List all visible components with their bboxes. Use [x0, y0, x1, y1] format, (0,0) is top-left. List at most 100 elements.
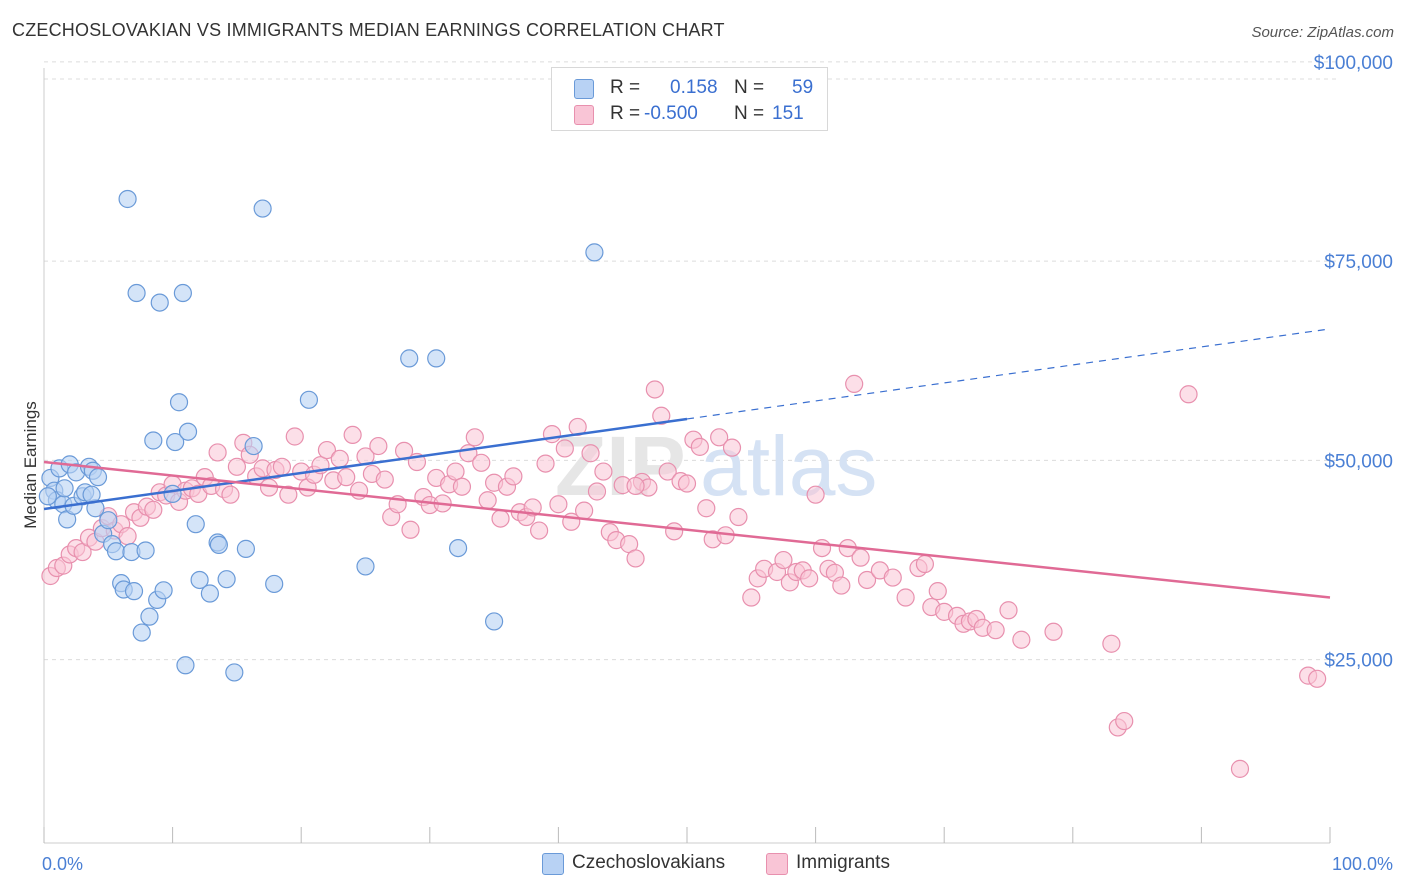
immigrants-point — [710, 428, 729, 447]
immigrants-point — [491, 509, 510, 528]
watermark: ZIP atlas — [555, 419, 877, 513]
immigrants-point — [227, 457, 246, 476]
bottom-legend-czechoslovakians: Czechoslovakians — [542, 852, 742, 878]
immigrants-point — [581, 444, 600, 463]
bottom-legend-swatch-blue — [542, 853, 564, 875]
immigrants-point — [144, 500, 163, 519]
y-tick-label: $100,000 — [1314, 53, 1393, 74]
immigrants-point — [272, 457, 292, 476]
immigrants-point — [208, 443, 227, 462]
immigrants-point — [857, 570, 877, 590]
czechoslovakians-point — [400, 349, 419, 368]
czechoslovakians-point — [166, 432, 185, 452]
immigrants-point — [677, 474, 697, 493]
watermark-atlas: atlas — [700, 419, 877, 513]
immigrants-point — [587, 482, 607, 501]
immigrants-point — [774, 550, 793, 570]
czechoslovakians-point — [163, 484, 182, 503]
czechoslovakians-point — [88, 468, 108, 487]
immigrants-point — [1179, 385, 1198, 404]
immigrants-point — [523, 498, 542, 517]
immigrants-point — [549, 495, 568, 514]
immigrants-point — [1102, 634, 1121, 653]
czechoslovakians-point — [265, 574, 284, 594]
immigrants-point — [928, 582, 947, 601]
immigrants-point — [652, 406, 671, 425]
czechoslovakians-trend-extension — [686, 328, 1331, 420]
czechoslovakians-point — [244, 436, 263, 456]
immigrants-point — [665, 522, 684, 541]
immigrants-point — [343, 425, 362, 445]
czechoslovakians-point — [150, 293, 169, 312]
immigrants-point — [1012, 630, 1031, 649]
immigrants-point — [1044, 622, 1063, 641]
gridlines — [44, 61, 1338, 661]
czechoslovakians-point — [585, 243, 604, 262]
immigrants-point — [472, 453, 491, 472]
czechoslovakians-point — [178, 422, 198, 441]
czechoslovakians-point — [136, 541, 155, 560]
czechoslovakians-point — [427, 349, 446, 368]
legend-n-label: N = — [734, 103, 765, 124]
czechoslovakians-trend-line — [43, 417, 688, 511]
immigrants-point — [832, 576, 851, 595]
immigrants-point — [1230, 759, 1250, 778]
bottom-legend-swatch-pink — [766, 853, 788, 875]
immigrants-point — [465, 428, 484, 447]
immigrants-point — [729, 507, 748, 527]
czechoslovakians-point — [217, 570, 236, 589]
immigrants-point — [452, 477, 472, 496]
immigrants-point — [478, 491, 497, 510]
immigrants-point — [337, 468, 356, 487]
legend-swatch-pink — [574, 105, 594, 125]
legend-r-value: -0.500 — [644, 103, 698, 124]
czechoslovakians-point — [236, 539, 256, 558]
immigrants-points — [41, 374, 1327, 778]
immigrants-point — [645, 380, 664, 399]
x-tick-label-end: 100.0% — [1332, 854, 1393, 874]
czechoslovakians-point — [154, 581, 173, 600]
y-tick-label: $75,000 — [1324, 252, 1393, 273]
czechoslovakians-point — [38, 487, 57, 506]
immigrants-point — [504, 467, 523, 486]
czechoslovakians-point — [173, 283, 192, 303]
czechoslovakians-point — [169, 393, 189, 412]
immigrants-trend-line — [43, 460, 1331, 599]
immigrants-point — [626, 476, 645, 496]
legend-r-label: R = — [610, 103, 641, 124]
immigrants-point — [221, 485, 240, 504]
immigrants-point — [896, 588, 915, 607]
legend-swatch-blue — [574, 79, 594, 99]
czechoslovakians-point — [144, 431, 163, 450]
immigrants-point — [1308, 669, 1327, 688]
correlation-legend: R = 0.158 N = 59 R = -0.500 N = 151 — [551, 67, 828, 131]
czechoslovakians-point — [118, 189, 137, 209]
czechoslovakians-point — [124, 582, 144, 601]
immigrants-point — [806, 485, 825, 504]
immigrants-point — [915, 554, 935, 574]
immigrants-point — [658, 462, 677, 481]
chart-title: CZECHOSLOVAKIAN VS IMMIGRANTS MEDIAN EAR… — [12, 20, 725, 40]
immigrants-point — [279, 485, 298, 504]
czechoslovakians-point — [225, 663, 244, 682]
immigrants-point — [722, 438, 742, 457]
immigrants-point — [999, 601, 1018, 620]
czechoslovakians-point — [132, 623, 151, 642]
czechoslovakians-point — [106, 542, 126, 561]
bottom-legend-immigrants: Immigrants — [766, 852, 926, 878]
tick-labels: $25,000 $50,000 $75,000 $100,000 0.0% 100.0% — [42, 53, 1393, 874]
y-tick-label: $25,000 — [1324, 651, 1393, 672]
immigrants-point — [800, 569, 819, 588]
immigrants-point — [118, 527, 137, 546]
immigrants-point — [851, 548, 870, 567]
y-axis-label: Median Earnings — [21, 401, 40, 529]
legend-n-label: N = — [734, 77, 765, 98]
x-tick-label-start: 0.0% — [42, 854, 83, 874]
immigrants-point — [883, 568, 902, 587]
immigrants-point — [594, 462, 613, 481]
legend-r-label: R = — [610, 77, 641, 98]
immigrants-point — [697, 499, 716, 518]
immigrants-point — [1115, 711, 1134, 731]
czechoslovakians-point — [140, 607, 159, 626]
